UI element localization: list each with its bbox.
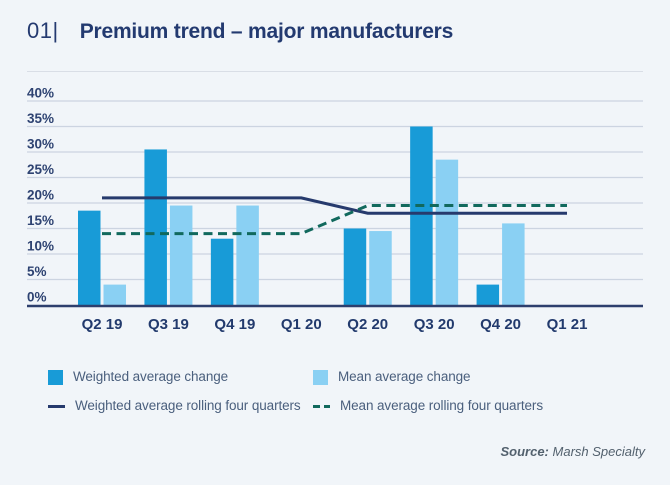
svg-text:Q3 20: Q3 20 [414, 316, 455, 333]
svg-text:10%: 10% [27, 239, 54, 254]
svg-text:40%: 40% [27, 86, 54, 101]
svg-text:25%: 25% [27, 162, 54, 177]
legend-item-mean-average-change: Mean average change [313, 369, 650, 385]
bar-mean-Q2 19 [103, 284, 126, 305]
source-note: Source: Marsh Specialty [500, 444, 645, 459]
legend-item-mean-rolling: Mean average rolling four quarters [313, 398, 650, 414]
mean-average-change-swatch [313, 369, 328, 385]
svg-text:Q1 21: Q1 21 [547, 316, 588, 333]
svg-text:20%: 20% [27, 188, 54, 203]
legend-label: Mean average rolling four quarters [340, 398, 543, 413]
bar-weighted-Q2 19 [78, 210, 101, 305]
legend-item-weighted-rolling: Weighted average rolling four quarters [48, 398, 313, 414]
weighted-average-change-swatch [48, 369, 63, 385]
svg-text:5%: 5% [27, 264, 47, 279]
axis-labels: 0% 5% 10% 15% 20% 25% 30% 35% 40% Q2 19 Q3 19 Q4 19… [27, 86, 587, 334]
bar-mean-Q4 20 [502, 223, 525, 305]
figure-header: 01| Premium trend – major manufacturers [27, 18, 453, 44]
mean-rolling-line [102, 204, 568, 236]
mean-rolling-line-swatch [313, 404, 330, 408]
svg-text:35%: 35% [27, 111, 54, 126]
weighted-rolling-line-swatch [48, 404, 65, 408]
bar-weighted-Q2 20 [343, 228, 367, 305]
svg-text:Q1 20: Q1 20 [281, 316, 322, 333]
bar-mean-Q2 20 [369, 231, 392, 305]
legend-item-weighted-average-change: Weighted average change [48, 369, 313, 385]
source-value: Marsh Specialty [552, 444, 645, 459]
figure-number: 01| [27, 18, 59, 43]
svg-text:Q2 19: Q2 19 [82, 316, 123, 333]
svg-text:Q2 20: Q2 20 [347, 316, 388, 333]
svg-text:Q4 19: Q4 19 [214, 316, 255, 333]
legend-label: Weighted average change [73, 369, 229, 384]
figure-title: Premium trend – major manufacturers [79, 20, 454, 43]
bar-weighted-Q3 19 [144, 149, 167, 305]
bar-weighted-Q4 19 [210, 238, 234, 305]
bar-weighted-Q3 20 [410, 126, 433, 305]
svg-text:0%: 0% [27, 290, 47, 305]
chart-canvas: 0% 5% 10% 15% 20% 25% 30% 35% 40% Q2 19 Q3 19 Q4 19… [27, 86, 643, 334]
svg-text:Q3 19: Q3 19 [148, 316, 189, 333]
header-divider [27, 71, 643, 72]
svg-text:30%: 30% [27, 137, 54, 152]
line-series [102, 196, 568, 236]
bar-mean-Q3 19 [169, 205, 193, 305]
legend-label: Mean average change [338, 369, 471, 384]
svg-text:15%: 15% [27, 213, 54, 228]
chart-legend: Weighted average change Mean average cha… [48, 369, 650, 414]
premium-trend-chart: 0% 5% 10% 15% 20% 25% 30% 35% 40% Q2 19 Q3 19 Q4 19… [0, 76, 670, 346]
bar-mean-Q3 20 [435, 159, 459, 305]
svg-text:Q4 20: Q4 20 [480, 316, 521, 333]
bar-mean-Q4 19 [236, 205, 259, 305]
bar-weighted-Q4 20 [476, 284, 500, 305]
weighted-rolling-line [102, 196, 568, 215]
source-label: Source: [500, 444, 549, 459]
legend-label: Weighted average rolling four quarters [75, 398, 301, 413]
bar-series [78, 126, 525, 305]
gridlines [27, 100, 643, 281]
